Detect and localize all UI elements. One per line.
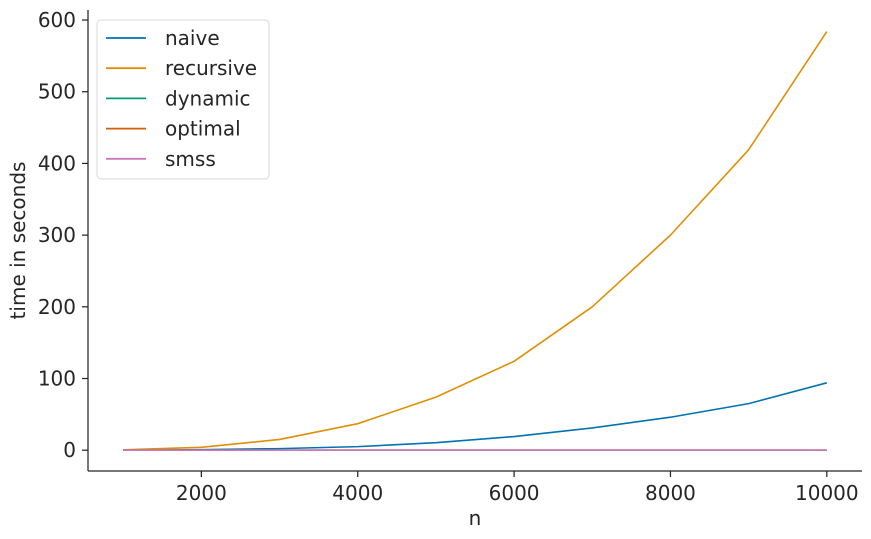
y-tick-label: 400 bbox=[38, 151, 76, 175]
y-tick-label: 200 bbox=[38, 295, 76, 319]
legend-frame bbox=[96, 19, 270, 180]
series-line-naive bbox=[123, 382, 828, 451]
y-tick-label: 0 bbox=[63, 438, 76, 462]
x-axis-label: n bbox=[469, 506, 482, 530]
x-tick-label: 10000 bbox=[795, 481, 859, 505]
y-tick-label: 300 bbox=[38, 223, 76, 247]
y-ticks: 0 100 200 300 400 500 600 bbox=[38, 8, 88, 462]
legend-label: smss bbox=[165, 147, 216, 171]
series-layer bbox=[123, 31, 828, 452]
legend-label: recursive bbox=[165, 56, 257, 80]
legend: naive recursive dynamic optimal smss bbox=[96, 19, 270, 180]
series-line-recursive bbox=[123, 31, 828, 451]
y-tick-label: 600 bbox=[38, 8, 76, 32]
legend-label: optimal bbox=[165, 117, 241, 141]
x-tick-label: 2000 bbox=[176, 481, 227, 505]
axes bbox=[87, 10, 862, 472]
y-tick-label: 100 bbox=[38, 367, 76, 391]
legend-label: dynamic bbox=[165, 86, 251, 110]
x-ticks: 2000 4000 6000 8000 10000 bbox=[176, 471, 859, 505]
x-tick-label: 8000 bbox=[645, 481, 696, 505]
y-axis-label: time in seconds bbox=[6, 162, 30, 320]
x-tick-label: 4000 bbox=[332, 481, 383, 505]
x-tick-label: 6000 bbox=[489, 481, 540, 505]
legend-label: naive bbox=[165, 26, 220, 50]
y-tick-label: 500 bbox=[38, 80, 76, 104]
